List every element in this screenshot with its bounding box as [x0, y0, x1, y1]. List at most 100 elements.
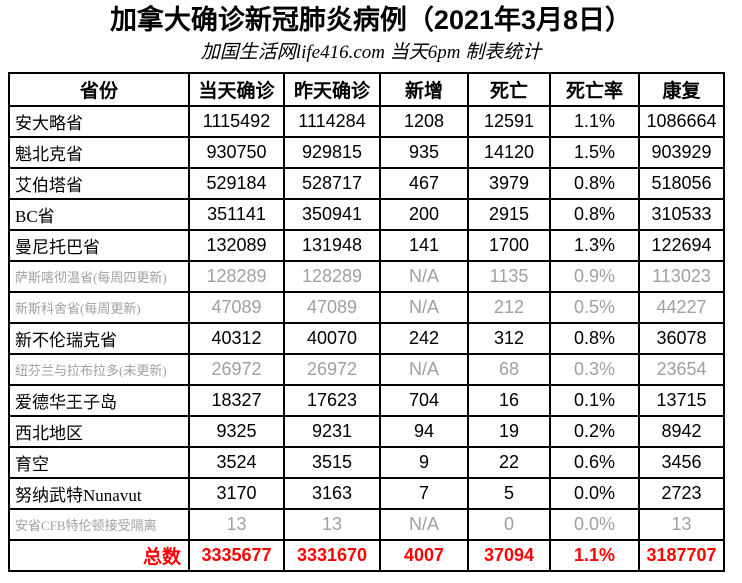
table-row: 育空 3524 3515 9 22 0.6% 3456 [8, 446, 725, 479]
deaths-cell: 5 [467, 477, 551, 510]
column-header-yesterday-confirmed: 昨天确诊 [283, 72, 381, 107]
recovered-cell: 2723 [638, 477, 725, 510]
death-rate-cell: 0.5% [549, 291, 640, 324]
today-cell: 47089 [188, 291, 285, 324]
province-cell: 魁北克省 [8, 136, 190, 169]
deaths-cell: 68 [467, 353, 551, 386]
today-cell: 930750 [188, 136, 285, 169]
today-cell: 40312 [188, 322, 285, 355]
deaths-cell: 12591 [467, 105, 551, 138]
yesterday-cell: 929815 [283, 136, 381, 169]
table-row: 纽芬兰与拉布拉多(未更新) 26972 26972 N/A 68 0.3% 23654 [8, 353, 725, 386]
table-row: 新不伦瑞克省 40312 40070 242 312 0.8% 36078 [8, 322, 725, 355]
death-rate-cell: 1.3% [549, 229, 640, 262]
deaths-cell: 1135 [467, 260, 551, 293]
death-rate-cell: 0.3% [549, 353, 640, 386]
recovered-cell: 13 [638, 508, 725, 541]
province-cell: 育空 [8, 446, 190, 479]
death-rate-cell: 0.8% [549, 167, 640, 200]
province-cell: 艾伯塔省 [8, 167, 190, 200]
today-cell: 3524 [188, 446, 285, 479]
table-row: 魁北克省 930750 929815 935 14120 1.5% 903929 [8, 136, 725, 169]
total-recovered-cell: 3187707 [638, 539, 725, 572]
column-header-deaths: 死亡 [467, 72, 551, 107]
total-death-rate-cell: 1.1% [549, 539, 640, 572]
recovered-cell: 36078 [638, 322, 725, 355]
recovered-cell: 3456 [638, 446, 725, 479]
new-cell: N/A [379, 260, 469, 293]
table-row: 努纳武特Nunavut 3170 3163 7 5 0.0% 2723 [8, 477, 725, 510]
new-cell: N/A [379, 508, 469, 541]
province-cell: 安大略省 [8, 105, 190, 138]
column-header-new-cases: 新增 [379, 72, 469, 107]
province-cell: 曼尼托巴省 [8, 229, 190, 262]
covid-stats-table: 省份 当天确诊 昨天确诊 新增 死亡 死亡率 康复 安大略省 1115492 111… [8, 72, 725, 572]
deaths-cell: 16 [467, 384, 551, 417]
table-header-row: 省份 当天确诊 昨天确诊 新增 死亡 死亡率 康复 [8, 72, 725, 107]
province-cell: 新不伦瑞克省 [8, 322, 190, 355]
deaths-cell: 312 [467, 322, 551, 355]
page-title: 加拿大确诊新冠肺炎病例（2021年3月8日） [109, 5, 633, 35]
new-cell: 200 [379, 198, 469, 231]
table-row: 曼尼托巴省 132089 131948 141 1700 1.3% 122694 [8, 229, 725, 262]
deaths-cell: 3979 [467, 167, 551, 200]
recovered-cell: 8942 [638, 415, 725, 448]
page-subtitle: 加国生活网life416.com 当天6pm 制表统计 [200, 42, 542, 63]
yesterday-cell: 9231 [283, 415, 381, 448]
yesterday-cell: 131948 [283, 229, 381, 262]
province-cell: 西北地区 [8, 415, 190, 448]
table-row: 安省CFB特伦顿接受隔离 13 13 N/A 0 0.0% 13 [8, 508, 725, 541]
recovered-cell: 903929 [638, 136, 725, 169]
death-rate-cell: 0.0% [549, 508, 640, 541]
death-rate-cell: 1.5% [549, 136, 640, 169]
total-row: 总数 3335677 3331670 4007 37094 1.1% 31877… [8, 539, 725, 572]
province-cell: BC省 [8, 198, 190, 231]
death-rate-cell: 0.2% [549, 415, 640, 448]
new-cell: N/A [379, 291, 469, 324]
recovered-cell: 122694 [638, 229, 725, 262]
death-rate-cell: 1.1% [549, 105, 640, 138]
total-deaths-cell: 37094 [467, 539, 551, 572]
yesterday-cell: 350941 [283, 198, 381, 231]
today-cell: 13 [188, 508, 285, 541]
death-rate-cell: 0.6% [549, 446, 640, 479]
province-cell: 新斯科舍省(每周更新) [8, 291, 190, 324]
deaths-cell: 14120 [467, 136, 551, 169]
new-cell: 141 [379, 229, 469, 262]
table-row: 西北地区 9325 9231 94 19 0.2% 8942 [8, 415, 725, 448]
new-cell: N/A [379, 353, 469, 386]
column-header-recovered: 康复 [638, 72, 725, 107]
new-cell: 242 [379, 322, 469, 355]
province-cell: 努纳武特Nunavut [8, 477, 190, 510]
province-cell: 萨斯喀彻温省(每周四更新) [8, 260, 190, 293]
table-row: 爱德华王子岛 18327 17623 704 16 0.1% 13715 [8, 384, 725, 417]
new-cell: 7 [379, 477, 469, 510]
recovered-cell: 23654 [638, 353, 725, 386]
column-header-death-rate: 死亡率 [549, 72, 640, 107]
new-cell: 467 [379, 167, 469, 200]
death-rate-cell: 0.9% [549, 260, 640, 293]
table-body: 安大略省 1115492 1114284 1208 12591 1.1% 1086664 魁北… [8, 105, 725, 541]
deaths-cell: 22 [467, 446, 551, 479]
province-cell: 安省CFB特伦顿接受隔离 [8, 508, 190, 541]
total-today-cell: 3335677 [188, 539, 285, 572]
today-cell: 351141 [188, 198, 285, 231]
table-row: 安大略省 1115492 1114284 1208 12591 1.1% 1086664 [8, 105, 725, 138]
today-cell: 18327 [188, 384, 285, 417]
yesterday-cell: 3163 [283, 477, 381, 510]
deaths-cell: 212 [467, 291, 551, 324]
deaths-cell: 2915 [467, 198, 551, 231]
recovered-cell: 310533 [638, 198, 725, 231]
yesterday-cell: 1114284 [283, 105, 381, 138]
death-rate-cell: 0.1% [549, 384, 640, 417]
new-cell: 704 [379, 384, 469, 417]
recovered-cell: 44227 [638, 291, 725, 324]
table-row: 新斯科舍省(每周更新) 47089 47089 N/A 212 0.5% 44227 [8, 291, 725, 324]
today-cell: 529184 [188, 167, 285, 200]
yesterday-cell: 40070 [283, 322, 381, 355]
total-yesterday-cell: 3331670 [283, 539, 381, 572]
today-cell: 26972 [188, 353, 285, 386]
yesterday-cell: 528717 [283, 167, 381, 200]
new-cell: 1208 [379, 105, 469, 138]
